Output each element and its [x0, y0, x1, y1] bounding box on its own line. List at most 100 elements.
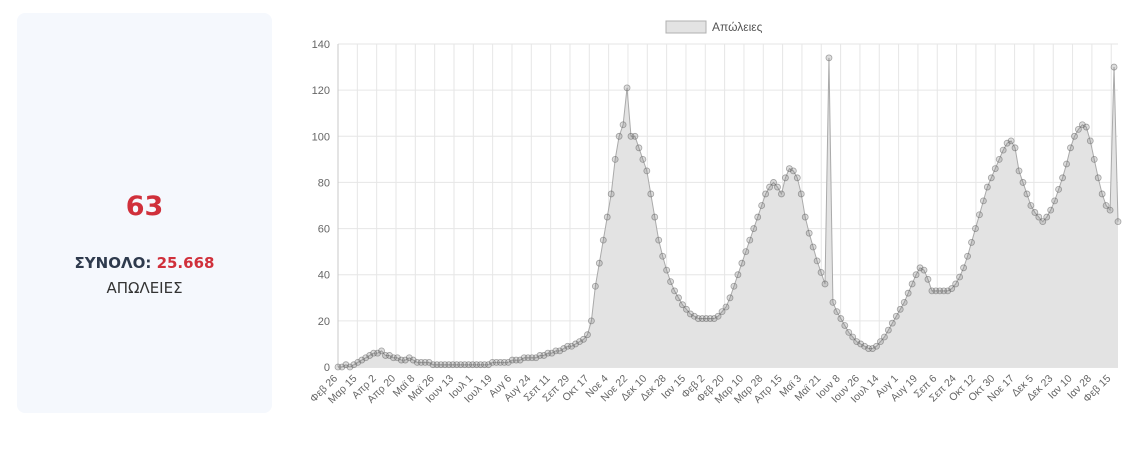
data-point [603, 213, 611, 221]
data-point [1027, 202, 1035, 209]
data-point [675, 294, 682, 302]
data-point [1007, 137, 1015, 145]
data-point [829, 298, 837, 306]
data-point [690, 312, 698, 320]
data-point [995, 155, 1003, 163]
total-line: ΣΥΝΟΛΟ: 25.668 [17, 254, 272, 272]
data-point [1078, 121, 1086, 129]
data-point [358, 356, 366, 364]
data-point [540, 352, 548, 359]
data-point [888, 319, 896, 327]
data-point [976, 211, 983, 219]
data-point [1090, 155, 1098, 163]
data-point [1102, 202, 1110, 209]
data-point [877, 338, 884, 346]
data-point [405, 354, 413, 362]
data-point [948, 285, 956, 292]
stat-card: 63 ΣΥΝΟΛΟ: 25.668 ΑΠΩΛΕΙΕΣ [17, 13, 272, 413]
data-point [350, 361, 358, 369]
data-point [837, 315, 845, 322]
data-point [944, 287, 952, 295]
data-point [655, 236, 663, 244]
data-point [714, 312, 722, 320]
data-point [663, 266, 671, 274]
y-tick-label: 100 [312, 131, 330, 143]
data-point [841, 322, 849, 329]
data-point [861, 342, 868, 350]
data-point [683, 305, 690, 313]
data-point [881, 333, 888, 341]
data-point [924, 275, 932, 283]
data-point [374, 349, 381, 357]
data-point [785, 165, 793, 172]
data-point [366, 352, 374, 359]
data-point [576, 338, 583, 346]
data-point [386, 352, 393, 359]
data-point [338, 363, 346, 371]
data-point [378, 347, 385, 355]
data-point [1015, 167, 1023, 175]
data-point [991, 165, 999, 172]
data-point [623, 84, 631, 92]
data-point [972, 225, 979, 232]
data-point [607, 190, 615, 198]
data-point [584, 331, 591, 339]
data-point [643, 167, 651, 175]
data-point [734, 271, 742, 279]
area-fill [338, 57, 1118, 368]
data-point [1039, 218, 1047, 226]
y-tick-label: 20 [318, 316, 330, 328]
data-point [746, 236, 754, 244]
data-point [778, 190, 785, 198]
data-point [560, 345, 568, 352]
y-tick-label: 80 [318, 177, 330, 189]
data-point [825, 54, 833, 62]
data-point [639, 155, 647, 163]
data-point [809, 243, 817, 251]
data-point [504, 358, 512, 366]
data-point [813, 257, 821, 265]
data-point [651, 213, 659, 221]
data-point [1075, 125, 1082, 133]
data-point [956, 273, 964, 281]
data-point [631, 132, 639, 140]
data-point [987, 174, 995, 182]
data-point [619, 121, 627, 129]
data-point [738, 259, 746, 267]
data-point [1059, 174, 1066, 182]
data-point [999, 146, 1007, 154]
stat-caption: ΑΠΩΛΕΙΕΣ [106, 279, 183, 297]
data-point [393, 354, 401, 362]
data-point [1106, 206, 1114, 214]
data-point [762, 190, 770, 198]
data-point [1047, 206, 1055, 214]
data-point [647, 190, 655, 198]
data-point [766, 183, 773, 191]
y-tick-label: 40 [318, 270, 330, 282]
data-point [904, 289, 912, 297]
data-point [635, 144, 643, 152]
data-point [983, 183, 991, 191]
data-point [952, 280, 960, 288]
data-point [667, 278, 674, 286]
data-point [730, 282, 738, 290]
data-point [1098, 190, 1106, 198]
data-point [722, 303, 730, 311]
data-point [884, 326, 892, 334]
y-tick-label: 140 [312, 39, 330, 51]
data-point [900, 298, 908, 306]
data-point [587, 317, 595, 325]
data-point [362, 354, 370, 362]
data-point [599, 236, 607, 244]
data-point [908, 280, 916, 288]
data-point [686, 310, 694, 318]
data-point [354, 358, 362, 366]
y-tick-label: 60 [318, 224, 330, 236]
data-point [659, 252, 667, 260]
data-point [1063, 160, 1070, 168]
data-point [1094, 174, 1102, 182]
data-point [548, 349, 556, 357]
data-point [793, 174, 801, 182]
data-point [849, 333, 857, 341]
